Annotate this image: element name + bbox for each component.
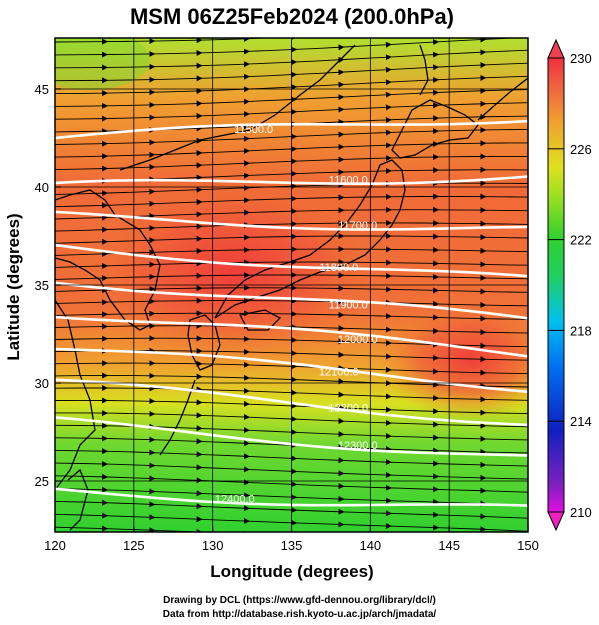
x-tick-label: 130 — [202, 538, 224, 553]
colorbar-tick-label: 230 — [570, 51, 592, 66]
coast-kuril — [477, 77, 528, 121]
contour-label: 11800.0 — [319, 262, 358, 274]
x-tick-label: 135 — [281, 538, 303, 553]
contour-label: 11600.0 — [329, 175, 368, 187]
warm-core-east — [380, 300, 528, 420]
x-axis-label: Longitude (degrees) — [210, 562, 373, 581]
y-tick-label: 40 — [35, 180, 49, 195]
axis-ticks — [54, 88, 529, 532]
colorbar-tick-label: 222 — [570, 233, 592, 248]
chart-title: MSM 06Z25Feb2024 (200.0hPa) — [130, 4, 454, 29]
y-tick-label: 25 — [35, 474, 49, 489]
coast-kyushu — [187, 314, 221, 371]
x-tick-label: 120 — [44, 538, 66, 553]
contour-label: 12300.0 — [338, 440, 378, 452]
contour-label: 11500.0 — [234, 124, 273, 136]
y-tick-label: 45 — [35, 82, 49, 97]
cool-patch-northwest — [55, 38, 150, 90]
x-tick-label: 150 — [517, 538, 539, 553]
credit-drawing: Drawing by DCL (https://www.gfd-dennou.o… — [163, 595, 436, 606]
x-tick-labels: 120 125 130 135 140 145 150 — [44, 538, 539, 553]
colorbar-tick-label: 210 — [570, 505, 592, 520]
coast-taiwan — [67, 468, 89, 531]
colorbar-bottom-triangle — [547, 511, 565, 532]
x-tick-label: 125 — [123, 538, 145, 553]
colorbar-tick-label: 218 — [570, 323, 592, 338]
colorbar-tick-label: 226 — [570, 142, 592, 157]
x-tick-label: 140 — [359, 538, 381, 553]
contour-label: 12200.0 — [328, 402, 368, 414]
colorbar-top-triangle — [547, 38, 565, 59]
coast-ryukyu — [159, 379, 196, 456]
colorbar-ticks — [548, 57, 564, 513]
colorbar-tick-label: 214 — [570, 414, 592, 429]
coast-sakhalin — [419, 44, 429, 96]
x-tick-label: 145 — [438, 538, 460, 553]
contour-label: 12400.0 — [215, 493, 255, 505]
contour-label: 11700.0 — [338, 220, 377, 232]
y-tick-label: 30 — [35, 376, 49, 391]
y-axis-label: Latitude (degrees) — [4, 213, 23, 360]
temperature-colorbar: 230 226 222 218 214 210 — [547, 38, 592, 532]
contour-label: 12000.0 — [338, 334, 378, 346]
contour-label: 11900.0 — [329, 300, 368, 312]
contour-label: 12100.0 — [319, 366, 359, 378]
height-contour-labels: 11500.0 11600.0 11700.0 11800.0 11900.0 12000… — [215, 124, 378, 505]
coast-hokkaido — [391, 99, 479, 159]
map-plot-area: 11500.0 11600.0 11700.0 11800.0 11900.0 12000… — [55, 38, 528, 532]
y-tick-label: 35 — [35, 278, 49, 293]
colorbar-tick-labels: 230 226 222 218 214 210 — [570, 51, 592, 520]
map-grid — [55, 38, 528, 532]
colorbar-gradient — [547, 57, 565, 513]
y-tick-labels: 25 30 35 40 45 — [35, 82, 49, 489]
credit-data: Data from http://database.rish.kyoto-u.a… — [162, 609, 437, 620]
